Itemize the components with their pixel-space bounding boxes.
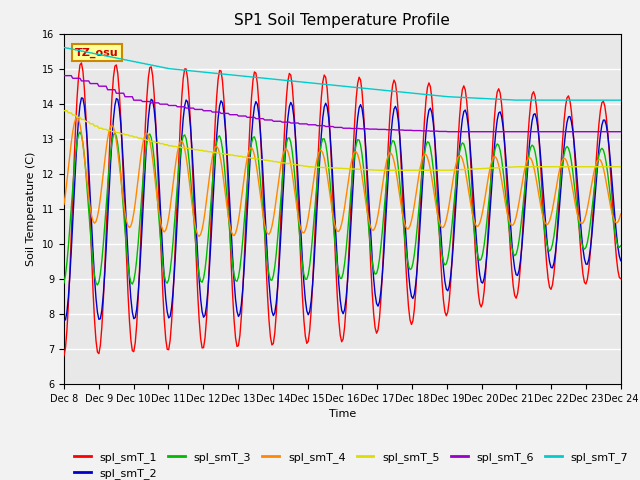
Text: TZ_osu: TZ_osu: [75, 48, 119, 58]
Title: SP1 Soil Temperature Profile: SP1 Soil Temperature Profile: [234, 13, 451, 28]
X-axis label: Time: Time: [329, 409, 356, 419]
Y-axis label: Soil Temperature (C): Soil Temperature (C): [26, 152, 36, 266]
Legend: spl_smT_1, spl_smT_2, spl_smT_3, spl_smT_4, spl_smT_5, spl_smT_6, spl_smT_7: spl_smT_1, spl_smT_2, spl_smT_3, spl_smT…: [70, 447, 633, 480]
